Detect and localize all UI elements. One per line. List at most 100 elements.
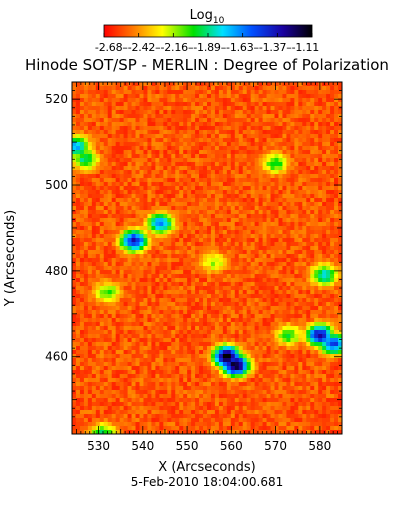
heatmap-cell xyxy=(175,158,180,163)
heatmap-cell xyxy=(258,302,263,307)
heatmap-cell xyxy=(79,174,85,179)
heatmap-cell xyxy=(79,366,85,371)
heatmap-cell xyxy=(290,90,295,95)
heatmap-cell xyxy=(199,214,204,219)
heatmap-cell xyxy=(103,198,109,203)
heatmap-cell xyxy=(203,310,208,315)
heatmap-cell xyxy=(127,282,132,287)
heatmap-cell xyxy=(226,222,232,227)
heatmap-cell xyxy=(99,326,105,331)
heatmap-cell xyxy=(286,290,291,295)
heatmap-cell xyxy=(214,210,220,215)
heatmap-cell xyxy=(234,198,240,203)
heatmap-cell xyxy=(135,206,140,211)
heatmap-cell xyxy=(270,238,275,243)
heatmap-cell xyxy=(175,226,180,231)
heatmap-cell xyxy=(75,250,81,255)
heatmap-cell xyxy=(75,266,81,271)
heatmap-cell xyxy=(179,102,184,107)
heatmap-cell xyxy=(207,130,212,135)
heatmap-cell xyxy=(171,250,176,255)
heatmap-cell xyxy=(199,310,204,315)
heatmap-cell xyxy=(330,350,335,355)
heatmap-cell xyxy=(322,94,327,99)
heatmap-cell xyxy=(99,114,105,119)
heatmap-cell xyxy=(183,210,188,215)
heatmap-cell xyxy=(95,238,101,243)
heatmap-cell xyxy=(262,282,267,287)
heatmap-cell xyxy=(314,106,319,111)
heatmap-cell xyxy=(183,242,188,247)
heatmap-cell xyxy=(282,162,287,167)
heatmap-cell xyxy=(111,250,116,255)
heatmap-cell xyxy=(326,150,331,155)
heatmap-cell xyxy=(262,198,267,203)
heatmap-cell xyxy=(338,214,342,219)
heatmap-cell xyxy=(72,126,77,131)
heatmap-cell xyxy=(143,166,148,171)
heatmap-cell xyxy=(147,146,152,151)
heatmap-cell xyxy=(338,194,342,199)
heatmap-cell xyxy=(163,198,168,203)
heatmap-cell xyxy=(159,198,164,203)
heatmap-cell xyxy=(151,114,156,119)
heatmap-cell xyxy=(91,210,97,215)
heatmap-cell xyxy=(310,154,315,159)
heatmap-cell xyxy=(230,102,236,107)
heatmap-cell xyxy=(326,86,331,91)
heatmap-cell xyxy=(131,158,136,163)
heatmap-cell xyxy=(278,258,283,263)
heatmap-cell xyxy=(286,238,291,243)
heatmap-cell xyxy=(290,142,295,147)
heatmap-cell xyxy=(195,290,200,295)
heatmap-cell xyxy=(210,150,216,155)
heatmap-cell xyxy=(99,234,105,239)
heatmap-cell xyxy=(290,242,295,247)
heatmap-cell xyxy=(242,290,248,295)
heatmap-cell xyxy=(246,154,251,159)
heatmap-cell xyxy=(91,106,97,111)
heatmap-cell xyxy=(103,250,109,255)
heatmap-cell xyxy=(254,166,259,171)
heatmap-cell xyxy=(238,238,244,243)
heatmap-cell xyxy=(294,158,299,163)
heatmap-cell xyxy=(338,178,342,183)
heatmap-cell xyxy=(290,250,295,255)
heatmap-cell xyxy=(326,302,331,307)
heatmap-cell xyxy=(111,82,116,87)
heatmap-cell xyxy=(151,102,156,107)
heatmap-cell xyxy=(250,166,255,171)
heatmap-cell xyxy=(131,206,136,211)
heatmap-cell xyxy=(282,206,287,211)
heatmap-cell xyxy=(75,166,81,171)
heatmap-cell xyxy=(203,338,208,343)
heatmap-cell xyxy=(270,258,275,263)
heatmap-cell xyxy=(119,282,124,287)
heatmap-cell xyxy=(163,234,168,239)
heatmap-cell xyxy=(147,218,152,223)
heatmap-cell xyxy=(159,238,164,243)
heatmap-cell xyxy=(199,258,204,263)
heatmap-cell xyxy=(87,362,93,367)
heatmap-cell xyxy=(155,370,160,375)
heatmap-cell xyxy=(238,118,244,123)
heatmap-cell xyxy=(226,206,232,211)
heatmap-cell xyxy=(322,142,327,147)
heatmap-cell xyxy=(230,274,236,279)
heatmap-cell xyxy=(111,206,116,211)
heatmap-cell xyxy=(218,90,224,95)
heatmap-cell xyxy=(127,146,132,151)
heatmap-cell xyxy=(127,246,132,251)
heatmap-cell xyxy=(139,190,144,195)
heatmap-cell xyxy=(222,198,228,203)
heatmap-cell xyxy=(99,238,105,243)
heatmap-cell xyxy=(203,318,208,323)
heatmap-cell xyxy=(218,310,224,315)
heatmap-cell xyxy=(258,170,263,175)
heatmap-cell xyxy=(75,94,81,99)
heatmap-cell xyxy=(187,138,192,143)
heatmap-cell xyxy=(203,138,208,143)
heatmap-cell xyxy=(151,218,156,223)
heatmap-cell xyxy=(334,150,339,155)
heatmap-cell xyxy=(127,370,132,375)
